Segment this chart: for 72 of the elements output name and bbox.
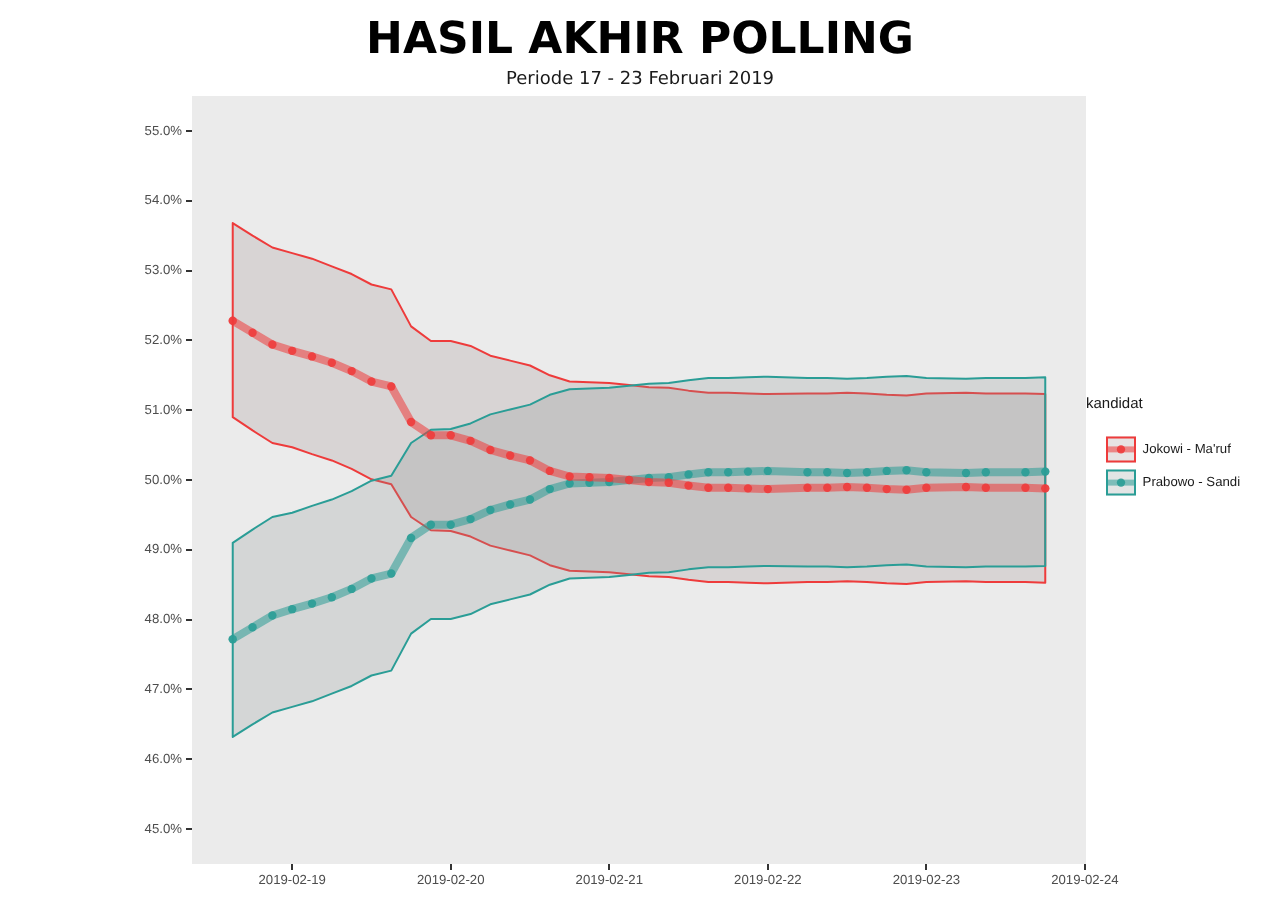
point — [862, 468, 872, 477]
point — [763, 466, 773, 476]
chart-title: HASIL AKHIR POLLING — [366, 15, 914, 66]
point — [902, 466, 911, 475]
point — [763, 484, 773, 494]
point — [961, 468, 971, 478]
point — [684, 470, 693, 479]
point — [1021, 468, 1030, 477]
point — [922, 468, 931, 477]
point — [347, 584, 356, 594]
point — [367, 574, 376, 583]
point — [486, 445, 495, 455]
point — [525, 456, 535, 465]
point — [823, 468, 832, 477]
point — [664, 478, 673, 487]
point — [327, 358, 337, 367]
point — [367, 377, 376, 386]
point — [446, 431, 455, 440]
point — [525, 495, 535, 504]
point — [466, 436, 475, 446]
point — [882, 466, 891, 476]
point — [743, 467, 753, 476]
point — [327, 593, 337, 602]
point — [287, 346, 297, 356]
point — [287, 604, 297, 614]
point — [406, 533, 416, 543]
point — [426, 431, 436, 440]
point — [585, 473, 594, 482]
point — [1041, 467, 1050, 476]
point — [545, 466, 555, 476]
point — [842, 482, 852, 492]
point — [446, 520, 455, 529]
point — [862, 483, 872, 492]
point — [387, 569, 396, 578]
point — [902, 485, 911, 494]
point — [981, 483, 991, 492]
point — [743, 484, 753, 493]
point — [961, 482, 971, 492]
point — [466, 514, 475, 524]
point — [387, 382, 396, 391]
point — [981, 468, 991, 477]
point — [406, 417, 416, 427]
point — [228, 634, 237, 644]
point — [486, 505, 495, 515]
point — [1021, 483, 1030, 492]
point — [248, 623, 257, 632]
point — [268, 340, 277, 349]
point — [347, 366, 356, 376]
point — [704, 483, 713, 492]
point — [565, 479, 574, 488]
point — [545, 484, 555, 494]
point — [228, 316, 237, 326]
point — [704, 468, 713, 477]
chart-subtitle: Periode 17 - 23 Februari 2019 — [505, 69, 775, 90]
point — [505, 500, 515, 509]
point — [723, 483, 733, 492]
point — [426, 520, 436, 529]
point — [803, 483, 812, 492]
point — [307, 599, 317, 608]
point — [684, 481, 693, 490]
point — [1041, 484, 1050, 493]
point — [268, 611, 277, 620]
point — [307, 352, 317, 361]
point — [803, 468, 812, 477]
point — [248, 328, 257, 337]
point — [922, 483, 931, 492]
point — [823, 483, 832, 492]
point — [882, 484, 891, 494]
point — [842, 468, 852, 478]
point — [505, 451, 515, 460]
point — [723, 468, 733, 477]
point — [565, 472, 574, 481]
